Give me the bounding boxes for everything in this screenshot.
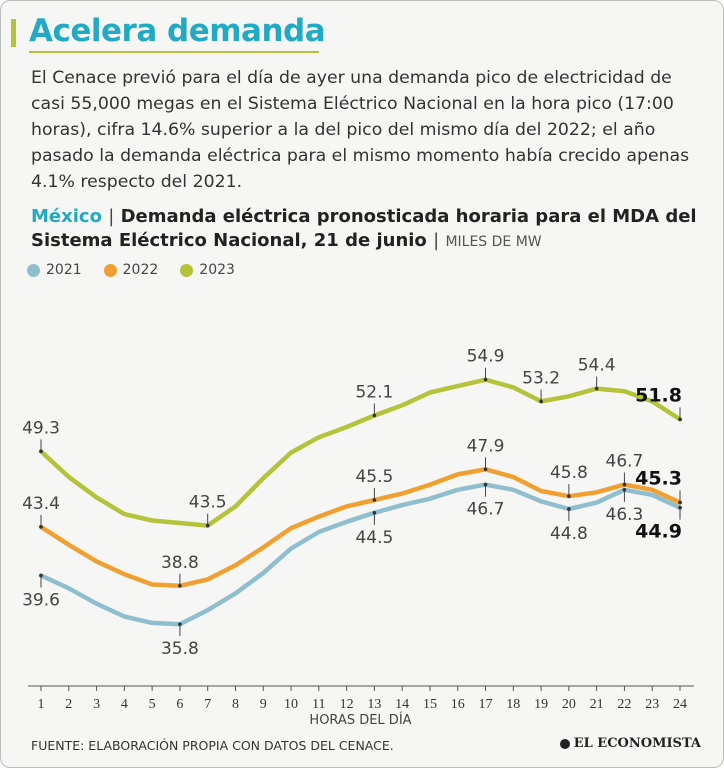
data-point-2023-19 <box>539 399 543 404</box>
x-axis-title: HORAS DEL DÍA <box>309 712 411 728</box>
x-tick-label-7: 7 <box>204 697 211 712</box>
data-label-2022-13: 45.5 <box>355 467 393 487</box>
x-tick-label-24: 24 <box>673 697 687 712</box>
legend-item-2023: 2023 <box>180 262 235 278</box>
x-tick-label-19: 19 <box>534 697 548 712</box>
x-tick-label-2: 2 <box>65 697 72 712</box>
brand-name: EL ECONOMISTA <box>573 736 701 751</box>
data-label-2023-1: 49.3 <box>22 418 60 438</box>
subtitle-text: Demanda eléctrica pronosticada horaria p… <box>31 206 697 251</box>
data-label-2021-17: 46.7 <box>467 500 505 520</box>
data-label-2022-1: 43.4 <box>22 494 60 514</box>
data-point-2022-24 <box>678 500 682 505</box>
chart-legend: 2021 2022 2023 <box>27 262 235 278</box>
data-point-2023-17 <box>483 377 488 382</box>
lead-paragraph: El Cenace previó para el día de ayer una… <box>31 68 690 192</box>
data-label-2022-20: 45.8 <box>550 463 588 483</box>
legend-item-2022: 2022 <box>103 262 159 278</box>
data-label-2021-1: 39.6 <box>22 591 60 611</box>
data-point-2022-1 <box>39 525 43 529</box>
data-label-2021-6: 35.8 <box>161 639 199 659</box>
x-tick-label-12: 12 <box>340 697 354 712</box>
x-tick-label-13: 13 <box>367 697 381 712</box>
x-tick-label-3: 3 <box>93 697 100 712</box>
x-tick-label-6: 6 <box>176 697 183 712</box>
legend-label-2023: 2023 <box>199 262 235 278</box>
data-label-2023-19: 53.2 <box>522 368 560 388</box>
x-tick-label-23: 23 <box>645 697 659 712</box>
data-point-2023-21 <box>594 386 599 391</box>
series-line-2021 <box>38 482 683 627</box>
x-tick-label-9: 9 <box>260 697 267 712</box>
data-label-2023-17: 54.9 <box>467 347 505 367</box>
x-tick-label-11: 11 <box>312 697 325 712</box>
title-underline <box>29 51 319 53</box>
data-point-2022-22 <box>622 482 627 487</box>
data-label-2021-20: 44.8 <box>550 524 588 544</box>
x-tick-label-8: 8 <box>232 697 239 712</box>
data-label-2022-17: 47.9 <box>467 436 505 456</box>
subtitle-separator: | <box>108 206 115 227</box>
title-accent-bar <box>11 19 16 47</box>
subtitle-country: México <box>31 206 102 227</box>
data-label-2021-13: 44.5 <box>355 528 393 548</box>
x-tick-label-16: 16 <box>451 697 465 712</box>
data-point-2023-24 <box>678 417 682 422</box>
data-point-2021-20 <box>567 507 571 511</box>
data-point-2023-13 <box>372 413 377 418</box>
x-tick-label-21: 21 <box>590 697 604 712</box>
data-label-2021-24: 44.9 <box>635 521 682 543</box>
x-tick-label-1: 1 <box>38 697 45 712</box>
data-point-2021-6 <box>178 622 182 626</box>
data-point-2023-7 <box>205 523 210 528</box>
data-label-2022-6: 38.8 <box>161 553 199 573</box>
x-tick-label-15: 15 <box>423 697 437 712</box>
data-label-2023-21: 54.4 <box>578 356 616 376</box>
subtitle-separator-2: | <box>433 230 440 251</box>
data-point-2023-1 <box>39 449 43 454</box>
chart-subtitle: México | Demanda eléctrica pronosticada … <box>31 205 711 254</box>
data-point-2021-1 <box>39 573 43 578</box>
legend-label-2022: 2022 <box>122 262 159 278</box>
data-label-2022-22: 46.7 <box>606 452 644 472</box>
source-note: FUENTE: ELABORACIÓN PROPIA CON DATOS DEL… <box>31 738 394 753</box>
x-tick-label-5: 5 <box>149 697 156 712</box>
data-label-2023-24: 51.8 <box>635 384 682 406</box>
data-label-2021-22: 46.3 <box>606 505 644 525</box>
data-point-2021-13 <box>372 511 377 515</box>
page-title: Acelera demanda <box>29 13 326 49</box>
brand-mark-icon <box>559 738 570 749</box>
data-point-2022-6 <box>178 583 182 588</box>
legend-dot-2023 <box>180 263 194 277</box>
x-tick-label-14: 14 <box>395 697 409 712</box>
legend-dot-2021 <box>27 263 40 277</box>
x-tick-label-18: 18 <box>506 697 520 712</box>
data-point-2022-17 <box>483 467 488 472</box>
legend-item-2021: 2021 <box>27 262 82 278</box>
series-line-2023 <box>38 377 683 528</box>
brand-logo: EL ECONOMISTA <box>559 736 701 751</box>
x-tick-label-17: 17 <box>479 697 493 712</box>
data-point-2022-20 <box>567 494 571 498</box>
data-label-2023-7: 43.5 <box>189 493 227 513</box>
data-point-2021-22 <box>622 487 627 492</box>
data-point-2022-13 <box>372 498 377 502</box>
x-tick-label-10: 10 <box>284 697 298 712</box>
x-tick-label-20: 20 <box>562 697 576 712</box>
x-tick-label-22: 22 <box>617 697 631 712</box>
legend-label-2021: 2021 <box>46 262 82 278</box>
data-label-2023-13: 52.1 <box>355 383 393 403</box>
series-line-2022 <box>38 467 683 589</box>
legend-dot-2022 <box>103 263 117 277</box>
data-point-2021-24 <box>678 505 682 510</box>
data-point-2021-17 <box>483 482 488 487</box>
x-tick-label-4: 4 <box>121 697 128 712</box>
subtitle-units: MILES DE MW <box>445 234 542 250</box>
data-label-2022-24: 45.3 <box>635 468 682 490</box>
